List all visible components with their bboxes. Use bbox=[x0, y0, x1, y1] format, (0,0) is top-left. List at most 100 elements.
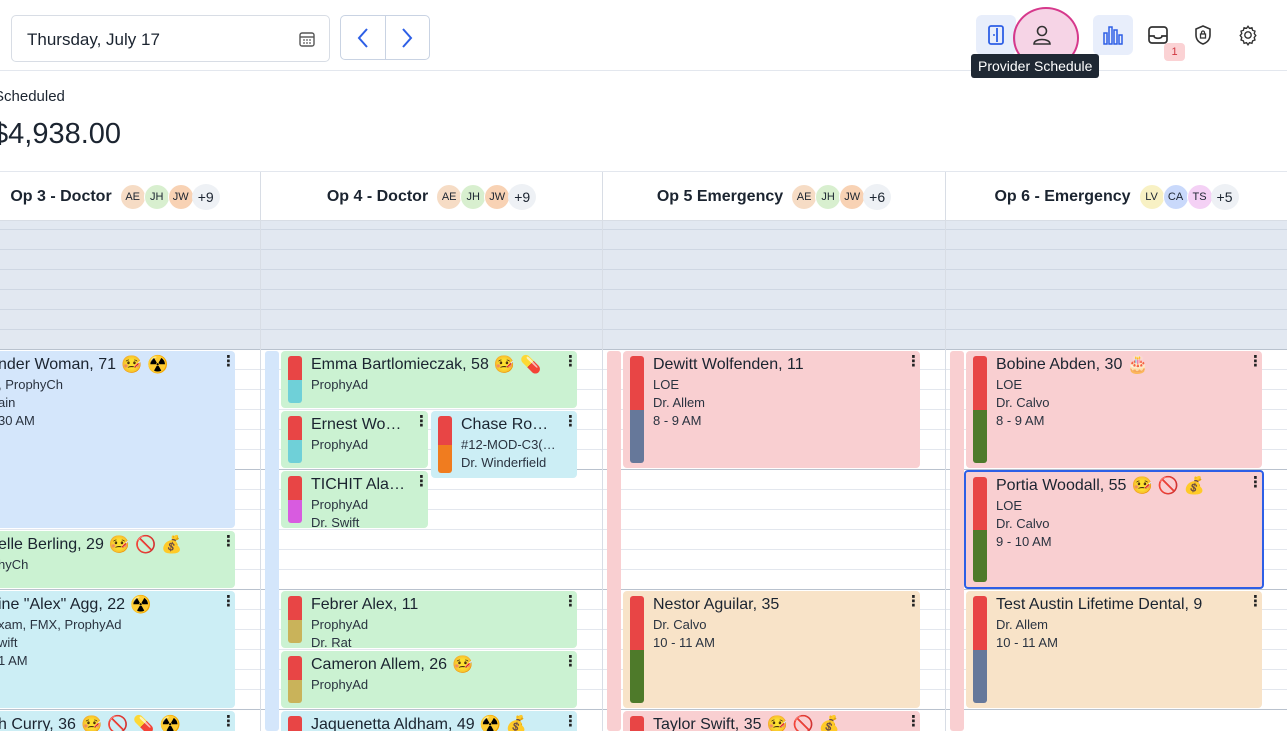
op-name: Op 3 - Doctor bbox=[10, 187, 112, 205]
appointment-card[interactable]: Emma Bartlomieczak, 58 🤒 💊 ProphyAd ⋮ bbox=[281, 351, 577, 408]
status-bar bbox=[630, 596, 644, 703]
selected-appointment-card[interactable]: Portia Woodall, 55 🤒 🚫 💰 LOE Dr. Calvo 9 - … bbox=[964, 470, 1264, 589]
scheduled-total: $4,938.00 bbox=[0, 118, 122, 150]
appointment-card[interactable]: TICHIT Alanis, 34 ProphyAd Dr. Swift ⋮ bbox=[281, 471, 428, 528]
op-header-op5[interactable]: Op 5 Emergency AE JH JW +6 bbox=[602, 172, 945, 221]
provider-name: Dr. Calvo bbox=[996, 516, 1050, 531]
op-header-op6[interactable]: Op 6 - Emergency LV CA TS +5 bbox=[945, 172, 1287, 221]
more-providers-count[interactable]: +6 bbox=[863, 183, 892, 210]
provider-name: Dr. Calvo bbox=[653, 617, 707, 632]
avatar[interactable]: AE bbox=[791, 183, 818, 210]
patient-name: Febrer Alex, 11 bbox=[311, 596, 419, 613]
more-providers-count[interactable]: +9 bbox=[191, 183, 220, 210]
more-vertical-icon[interactable]: ⋮ bbox=[563, 413, 577, 430]
appointment-card[interactable]: Nestor Aguilar, 35 Dr. Calvo 10 - 11 AM … bbox=[623, 591, 920, 708]
date-picker[interactable]: Thursday, July 17 bbox=[11, 15, 330, 62]
schedule-grid[interactable]: nder Woman, 71🤒☢️ , ProphyCh ain 30 AM ⋮… bbox=[0, 221, 1287, 731]
appointment-card[interactable]: Bobine Abden, 30 🎂 LOE Dr. Calvo 8 - 9 AM… bbox=[966, 351, 1262, 468]
appointment-card[interactable]: ine "Alex" Agg, 22 ☢️ xam, FMX, ProphyAd … bbox=[0, 591, 235, 708]
more-providers-count[interactable]: +9 bbox=[508, 183, 537, 210]
money-bag-icon: 💰 bbox=[1183, 476, 1205, 495]
appointment-card[interactable]: nder Woman, 71 🤒☢️ , ProphyCh ain 30 AM ⋮ bbox=[0, 351, 235, 528]
avatar[interactable]: AE bbox=[436, 183, 463, 210]
avatar[interactable]: JW bbox=[167, 183, 194, 210]
avatar[interactable]: JW bbox=[484, 183, 511, 210]
more-vertical-icon[interactable]: ⋮ bbox=[563, 653, 577, 670]
more-vertical-icon[interactable]: ⋮ bbox=[906, 713, 920, 730]
appointment-card[interactable]: Chase Rowland, 40 #12-MOD-C3(P... Dr. Wi… bbox=[431, 411, 577, 478]
appointment-card[interactable]: Taylor Swift, 35 🤒 🚫 💰 ⋮ bbox=[623, 711, 920, 731]
more-vertical-icon[interactable]: ⋮ bbox=[221, 593, 235, 610]
op-header-op4[interactable]: Op 4 - Doctor AE JH JW +9 bbox=[260, 172, 602, 221]
appointment-card[interactable]: Febrer Alex, 11 ProphyAd Dr. Rat ⋮ bbox=[281, 591, 577, 648]
patient-name: Ernest Wonderful, 55 bbox=[311, 416, 408, 433]
more-vertical-icon[interactable]: ⋮ bbox=[221, 353, 235, 370]
more-vertical-icon[interactable]: ⋮ bbox=[563, 713, 577, 730]
status-bar bbox=[288, 356, 302, 403]
prohibited-icon: 🚫 bbox=[135, 535, 157, 554]
pill-icon: 💊 bbox=[520, 355, 542, 374]
reports-button[interactable] bbox=[1093, 15, 1133, 55]
avatar[interactable]: LV bbox=[1138, 183, 1165, 210]
avatar[interactable]: AE bbox=[119, 183, 146, 210]
shield-icon bbox=[1195, 25, 1211, 45]
procedure-text: ProphyAd bbox=[311, 497, 369, 512]
sick-icon: 🤒 bbox=[108, 535, 131, 554]
sick-icon: 🤒 bbox=[1131, 476, 1153, 495]
procedure-text: #12-MOD-C3(P... bbox=[461, 437, 557, 452]
provider-avatars: AE JH JW +9 bbox=[436, 183, 537, 210]
procedure-text: ProphyAd bbox=[311, 677, 369, 692]
avatar[interactable]: JH bbox=[143, 183, 170, 210]
more-vertical-icon[interactable]: ⋮ bbox=[563, 593, 577, 610]
provider-avatars: AE JH JW +9 bbox=[119, 183, 220, 210]
appointment-card[interactable]: Test Austin Lifetime Dental, 9 Dr. Allem… bbox=[966, 591, 1262, 708]
scheduled-label: Scheduled bbox=[0, 88, 65, 105]
appointment-card[interactable]: elle Berling, 29 🤒 🚫 💰 hyCh ⋮ bbox=[0, 531, 235, 588]
avatar[interactable]: JW bbox=[839, 183, 866, 210]
appointment-time: 10 - 11 AM bbox=[653, 635, 715, 650]
grid-line bbox=[0, 249, 1287, 250]
appointment-time: 30 AM bbox=[0, 413, 35, 428]
column-divider bbox=[260, 221, 261, 731]
appointment-card[interactable]: Cameron Allem, 26 🤒 ProphyAd ⋮ bbox=[281, 651, 577, 708]
more-vertical-icon[interactable]: ⋮ bbox=[221, 713, 235, 730]
more-vertical-icon[interactable]: ⋮ bbox=[1248, 474, 1263, 491]
previous-day-button[interactable] bbox=[341, 16, 385, 59]
more-providers-count[interactable]: +5 bbox=[1210, 183, 1239, 210]
patient-name: nder Woman, 71 bbox=[0, 356, 116, 373]
more-vertical-icon[interactable]: ⋮ bbox=[221, 533, 235, 550]
grid-line bbox=[0, 489, 1287, 490]
op-header-op3[interactable]: Op 3 - Doctor AE JH JW +9 bbox=[0, 172, 260, 221]
avatar[interactable]: TS bbox=[1186, 183, 1213, 210]
appointment-card[interactable]: Dewitt Wolfenden, 11 LOE Dr. Allem 8 - 9… bbox=[623, 351, 920, 468]
avatar[interactable]: CA bbox=[1162, 183, 1189, 210]
operatory-view-button[interactable] bbox=[976, 15, 1016, 55]
avatar[interactable]: JH bbox=[815, 183, 842, 210]
inbox-button[interactable] bbox=[1138, 15, 1178, 55]
gear-icon bbox=[1239, 25, 1257, 46]
chevron-right-icon bbox=[402, 27, 413, 48]
more-vertical-icon[interactable]: ⋮ bbox=[906, 593, 920, 610]
more-vertical-icon[interactable]: ⋮ bbox=[906, 353, 920, 370]
appointment-card[interactable]: Jaquenetta Aldham, 49 ☢️ 💰 ⋮ bbox=[281, 711, 577, 731]
appointment-card[interactable]: h Curry, 36 🤒 🚫 💊 ☢️ ⋮ bbox=[0, 711, 235, 731]
more-vertical-icon[interactable]: ⋮ bbox=[1248, 593, 1262, 610]
avatar[interactable]: JH bbox=[460, 183, 487, 210]
provider-name: Dr. Winderfield bbox=[461, 455, 547, 470]
security-button[interactable] bbox=[1183, 15, 1223, 55]
settings-button[interactable] bbox=[1228, 15, 1268, 55]
more-vertical-icon[interactable]: ⋮ bbox=[1248, 353, 1262, 370]
more-vertical-icon[interactable]: ⋮ bbox=[414, 473, 428, 490]
more-vertical-icon[interactable]: ⋮ bbox=[563, 353, 577, 370]
patient-name: Nestor Aguilar, 35 bbox=[653, 596, 780, 613]
sick-icon: 🤒 bbox=[121, 355, 143, 374]
tooltip: Provider Schedule bbox=[971, 54, 1100, 78]
next-day-button[interactable] bbox=[384, 16, 429, 59]
appointment-card[interactable]: Ernest Wonderful, 55 ProphyAd ⋮ bbox=[281, 411, 428, 468]
more-vertical-icon[interactable]: ⋮ bbox=[414, 413, 428, 430]
grid-line bbox=[0, 289, 1287, 290]
calendar-icon[interactable] bbox=[298, 30, 316, 48]
appointment-time: 9 - 10 AM bbox=[996, 534, 1052, 549]
provider-schedule-button[interactable] bbox=[1022, 15, 1062, 55]
